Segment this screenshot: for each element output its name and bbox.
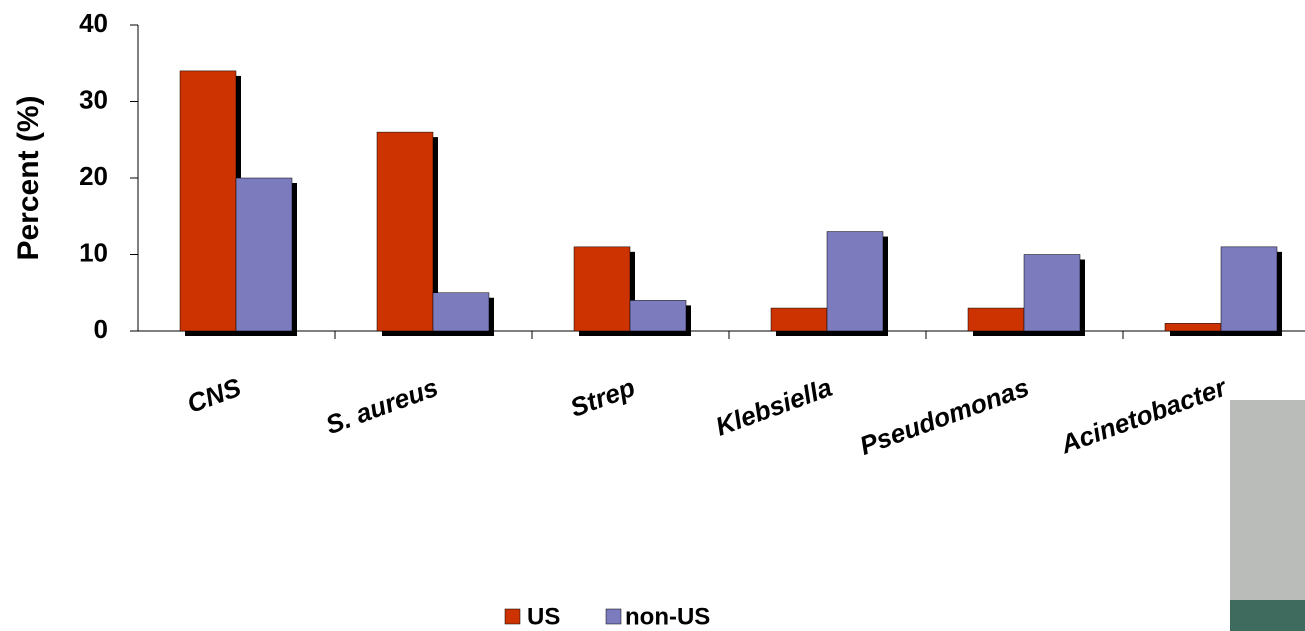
bar	[377, 132, 433, 331]
bar	[433, 293, 489, 331]
legend-label: non-US	[625, 603, 710, 630]
y-tick-label: 10	[79, 237, 108, 267]
x-tick-label: S. aureus	[322, 372, 442, 440]
bar	[771, 308, 827, 331]
x-tick-label: Klebsiella	[712, 372, 836, 442]
legend-swatch	[606, 609, 621, 624]
y-tick-label: 0	[94, 314, 108, 344]
x-tick-label: Strep	[566, 372, 639, 423]
bar	[1165, 323, 1221, 331]
y-tick-label: 20	[79, 161, 108, 191]
bar	[630, 300, 686, 331]
bar	[1024, 255, 1080, 332]
x-tick-label: Pseudomonas	[856, 372, 1033, 461]
bar	[968, 308, 1024, 331]
thumbnail-frame	[1230, 400, 1305, 631]
bar	[574, 247, 630, 331]
legend-label: US	[527, 603, 560, 630]
chart: Percent (%) 0 10 20 30 40 CNS S. aureus Strep Kl…	[0, 0, 1305, 631]
bar	[236, 178, 292, 331]
bar	[1221, 247, 1277, 331]
video-thumbnail	[1230, 400, 1305, 631]
thumbnail-floor	[1230, 600, 1305, 631]
y-tick-label: 40	[79, 8, 108, 38]
y-axis-label: Percent (%)	[12, 95, 45, 260]
y-tick-label: 30	[79, 84, 108, 114]
legend-swatch	[505, 609, 520, 624]
x-tick-label: Acinetobacter	[1056, 371, 1232, 459]
x-tick-label: CNS	[183, 372, 245, 419]
bar	[827, 232, 883, 331]
bar	[180, 71, 236, 331]
